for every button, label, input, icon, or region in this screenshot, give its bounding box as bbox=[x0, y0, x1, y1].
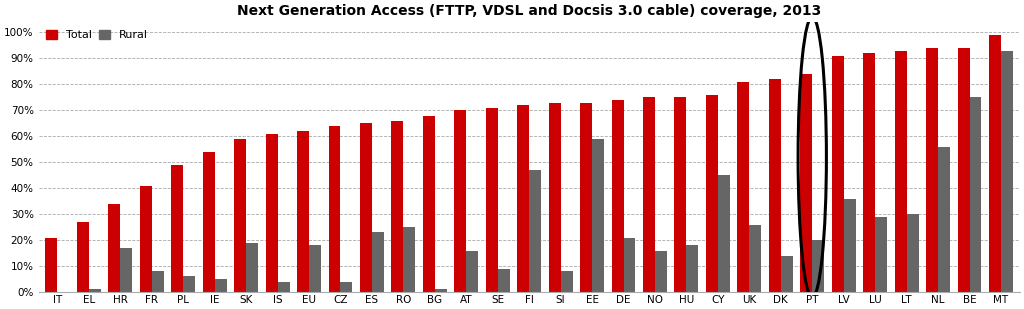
Bar bbox=[780, 256, 793, 292]
Bar bbox=[309, 245, 321, 292]
Bar bbox=[970, 97, 981, 292]
Bar bbox=[581, 103, 592, 292]
Bar bbox=[183, 277, 196, 292]
Bar bbox=[529, 170, 541, 292]
Bar bbox=[895, 51, 906, 292]
Bar bbox=[592, 139, 604, 292]
Legend: Total, Rural: Total, Rural bbox=[44, 28, 151, 43]
Bar bbox=[423, 116, 435, 292]
Bar bbox=[171, 165, 183, 292]
Bar bbox=[624, 238, 636, 292]
Bar bbox=[297, 131, 309, 292]
Bar bbox=[340, 282, 352, 292]
Bar bbox=[876, 217, 887, 292]
Bar bbox=[215, 279, 226, 292]
Bar bbox=[863, 53, 876, 292]
Bar bbox=[831, 56, 844, 292]
Bar bbox=[498, 269, 510, 292]
Bar bbox=[120, 248, 132, 292]
Bar bbox=[655, 251, 667, 292]
Bar bbox=[466, 251, 478, 292]
Bar bbox=[957, 48, 970, 292]
Bar bbox=[372, 232, 384, 292]
Bar bbox=[801, 74, 812, 292]
Bar bbox=[686, 245, 698, 292]
Bar bbox=[89, 290, 100, 292]
Bar bbox=[45, 238, 57, 292]
Bar bbox=[1001, 51, 1013, 292]
Bar bbox=[517, 105, 529, 292]
Bar bbox=[140, 186, 152, 292]
Bar bbox=[737, 82, 750, 292]
Bar bbox=[643, 97, 655, 292]
Bar bbox=[938, 147, 950, 292]
Bar bbox=[844, 199, 856, 292]
Bar bbox=[906, 214, 919, 292]
Bar bbox=[391, 121, 403, 292]
Bar bbox=[403, 227, 416, 292]
Bar bbox=[455, 110, 466, 292]
Bar bbox=[265, 134, 278, 292]
Bar bbox=[329, 126, 340, 292]
Bar bbox=[750, 225, 761, 292]
Bar bbox=[152, 271, 164, 292]
Bar bbox=[675, 97, 686, 292]
Bar bbox=[109, 204, 120, 292]
Bar bbox=[246, 243, 258, 292]
Bar bbox=[278, 282, 290, 292]
Bar bbox=[611, 100, 624, 292]
Bar bbox=[485, 108, 498, 292]
Bar bbox=[706, 95, 718, 292]
Bar bbox=[926, 48, 938, 292]
Bar bbox=[718, 175, 730, 292]
Bar bbox=[435, 290, 446, 292]
Bar bbox=[234, 139, 246, 292]
Bar bbox=[360, 123, 372, 292]
Bar bbox=[77, 222, 89, 292]
Bar bbox=[560, 271, 572, 292]
Bar bbox=[989, 35, 1001, 292]
Bar bbox=[769, 79, 780, 292]
Bar bbox=[549, 103, 560, 292]
Bar bbox=[812, 240, 824, 292]
Title: Next Generation Access (FTTP, VDSL and Docsis 3.0 cable) coverage, 2013: Next Generation Access (FTTP, VDSL and D… bbox=[237, 4, 821, 18]
Bar bbox=[203, 152, 215, 292]
